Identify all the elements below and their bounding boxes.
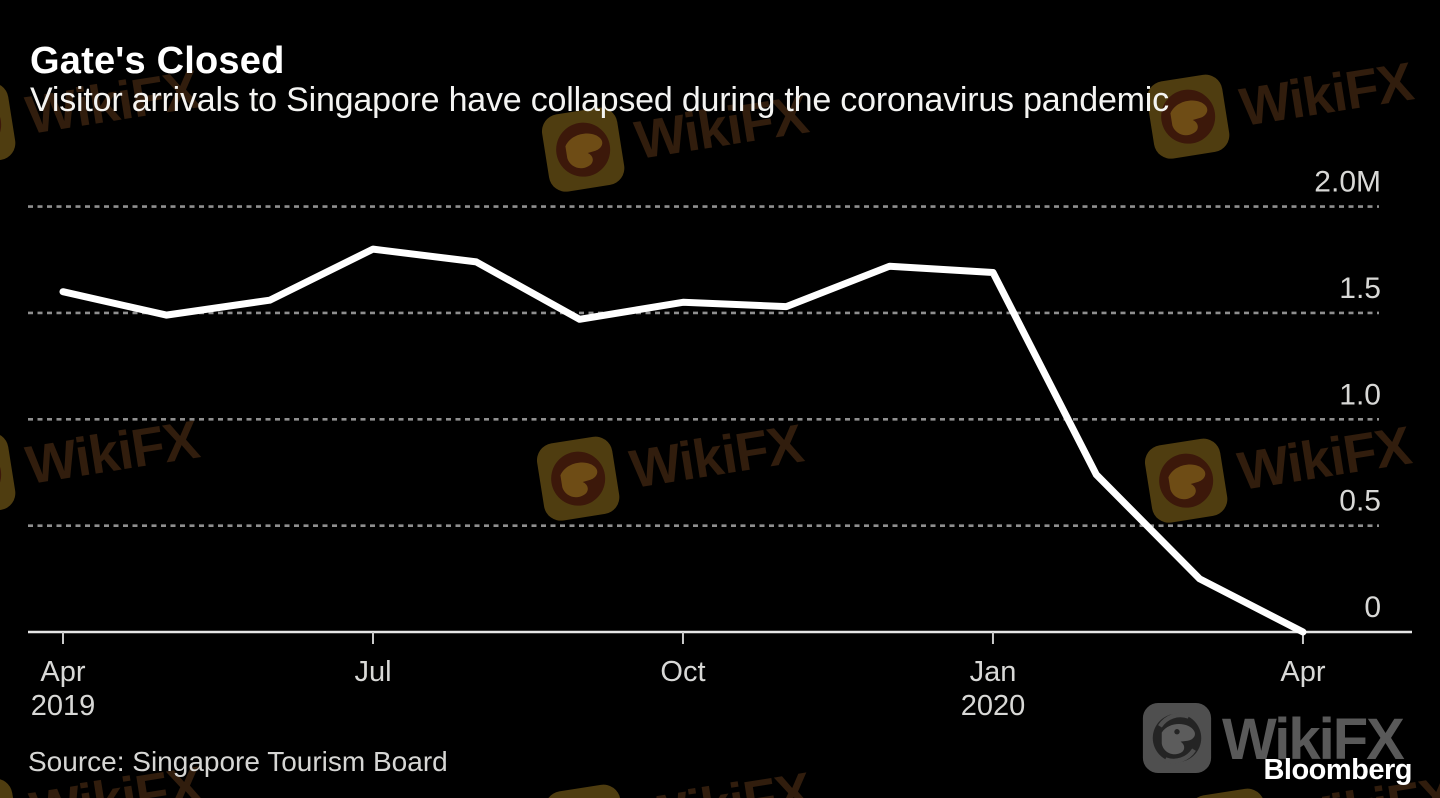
y-tick-label: 1.0 <box>1339 378 1381 411</box>
wikifx-logo-icon <box>1142 703 1212 773</box>
wikifx-wordmark: WikiFX <box>1222 707 1405 772</box>
x-tick-label: Apr <box>1280 656 1325 688</box>
chart-subtitle: Visitor arrivals to Singapore have colla… <box>30 81 1169 119</box>
x-tick-label: Jul <box>354 656 391 688</box>
x-tick-year-label: 2019 <box>31 690 96 722</box>
bloomberg-logo: Bloomberg <box>1263 754 1412 786</box>
x-tick-year-label: 2020 <box>961 690 1026 722</box>
y-tick-label: 0.5 <box>1339 485 1381 518</box>
x-tick-label: Jan <box>970 656 1017 688</box>
brand-block: WikiFX Bloomberg <box>1138 698 1440 798</box>
source-note: Source: Singapore Tourism Board <box>28 746 448 777</box>
x-tick-label: Apr <box>40 656 85 688</box>
y-tick-label: 1.5 <box>1339 272 1381 305</box>
visitor-arrivals-line <box>59 245 1307 636</box>
y-tick-label: 2.0M <box>1314 166 1381 199</box>
y-tick-label: 0 <box>1364 591 1381 624</box>
x-tick-label: Oct <box>660 656 705 688</box>
chart-title: Gate's Closed <box>30 40 285 82</box>
